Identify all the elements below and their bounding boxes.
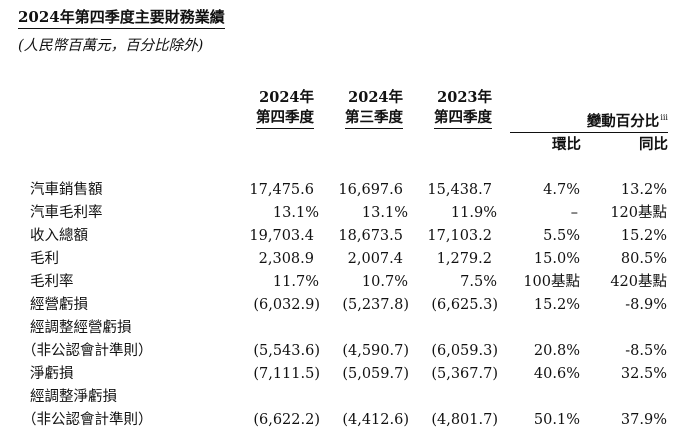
row-label: 毛利率 [30, 274, 74, 290]
qoq-header: 環比 [552, 136, 581, 153]
row-label: 淨虧損 [30, 366, 74, 382]
column-header-period: 第四季度 [434, 108, 492, 129]
cell-q3-2024: 13.1% [361, 205, 408, 221]
yoy-header: 同比 [639, 136, 668, 153]
cell-q4-2023: 17,103.2 [427, 228, 492, 244]
cell-yoy: 120基點 [610, 205, 667, 221]
footnote-marker: iii [660, 113, 668, 122]
cell-q4-2024: (6,032.9) [253, 297, 320, 313]
cell-qoq: 5.5% [543, 228, 580, 244]
cell-q4-2023: (5,367.7) [431, 366, 498, 382]
page-title: 2024年第四季度主要財務業績 [18, 8, 225, 29]
cell-qoq: 15.0% [533, 251, 580, 267]
cell-q4-2023: 1,279.2 [436, 251, 492, 267]
cell-qoq: 4.7% [543, 182, 580, 198]
cell-qoq: 15.2% [533, 297, 580, 313]
cell-q4-2024: 17,475.6 [249, 182, 314, 198]
column-header-period: 第三季度 [345, 108, 403, 129]
column-header-period: 第四季度 [256, 108, 314, 129]
cell-q4-2024: (5,543.6) [253, 343, 320, 359]
cell-yoy: 15.2% [620, 228, 667, 244]
cell-q4-2023: (6,059.3) [431, 343, 498, 359]
cell-q4-2023: 11.9% [450, 205, 497, 221]
cell-yoy: 80.5% [620, 251, 667, 267]
cell-q4-2023: (4,801.7) [431, 412, 498, 428]
cell-yoy: 32.5% [620, 366, 667, 382]
cell-q4-2023: 7.5% [460, 274, 497, 290]
cell-q3-2024: 16,697.6 [338, 182, 403, 198]
cell-q3-2024: 2,007.4 [347, 251, 403, 267]
row-label: 經營虧損 [30, 297, 88, 313]
cell-qoq: – [570, 205, 578, 221]
row-label: （非公認會計準則） [22, 412, 153, 428]
column-header-q3-2024: 2024年 第三季度 [345, 88, 403, 129]
cell-q4-2024: 11.7% [272, 274, 319, 290]
cell-q4-2023: 15,438.7 [427, 182, 492, 198]
cell-q3-2024: (4,590.7) [342, 343, 409, 359]
cell-q3-2024: (4,412.6) [342, 412, 409, 428]
page-subtitle: (人民幣百萬元，百分比除外) [18, 38, 204, 54]
row-label: 汽車毛利率 [30, 205, 103, 221]
cell-q4-2024: 19,703.4 [249, 228, 314, 244]
cell-yoy: 37.9% [620, 412, 667, 428]
cell-q3-2024: (5,059.7) [342, 366, 409, 382]
cell-q4-2024: (7,111.5) [253, 366, 320, 382]
cell-q3-2024: 18,673.5 [338, 228, 403, 244]
change-percentage-label: 變動百分比 [586, 113, 660, 130]
row-label: （非公認會計準則） [22, 343, 153, 359]
cell-q3-2024: (5,237.8) [342, 297, 409, 313]
cell-q4-2024: 2,308.9 [258, 251, 314, 267]
cell-qoq: 20.8% [533, 343, 580, 359]
row-label: 經調整淨虧損 [30, 389, 117, 405]
column-header-year: 2024年 [259, 89, 314, 106]
cell-yoy: 420基點 [610, 274, 667, 290]
cell-yoy: 13.2% [620, 182, 667, 198]
column-header-q4-2024: 2024年 第四季度 [256, 88, 314, 129]
column-header-year: 2023年 [437, 89, 492, 106]
cell-qoq: 40.6% [533, 366, 580, 382]
row-label: 收入總額 [30, 228, 88, 244]
row-label: 汽車銷售額 [30, 182, 103, 198]
cell-qoq: 100基點 [523, 274, 580, 290]
column-header-year: 2024年 [348, 89, 403, 106]
row-label: 經調整經營虧損 [30, 320, 132, 336]
column-header-q4-2023: 2023年 第四季度 [434, 88, 492, 129]
row-label: 毛利 [30, 251, 59, 267]
cell-yoy: -8.9% [625, 297, 667, 313]
cell-q3-2024: 10.7% [361, 274, 408, 290]
cell-qoq: 50.1% [533, 412, 580, 428]
cell-q4-2024: (6,622.2) [253, 412, 320, 428]
cell-q4-2023: (6,625.3) [431, 297, 498, 313]
cell-yoy: -8.5% [625, 343, 667, 359]
change-percentage-header: 變動百分比iii [510, 108, 668, 133]
cell-q4-2024: 13.1% [272, 205, 319, 221]
